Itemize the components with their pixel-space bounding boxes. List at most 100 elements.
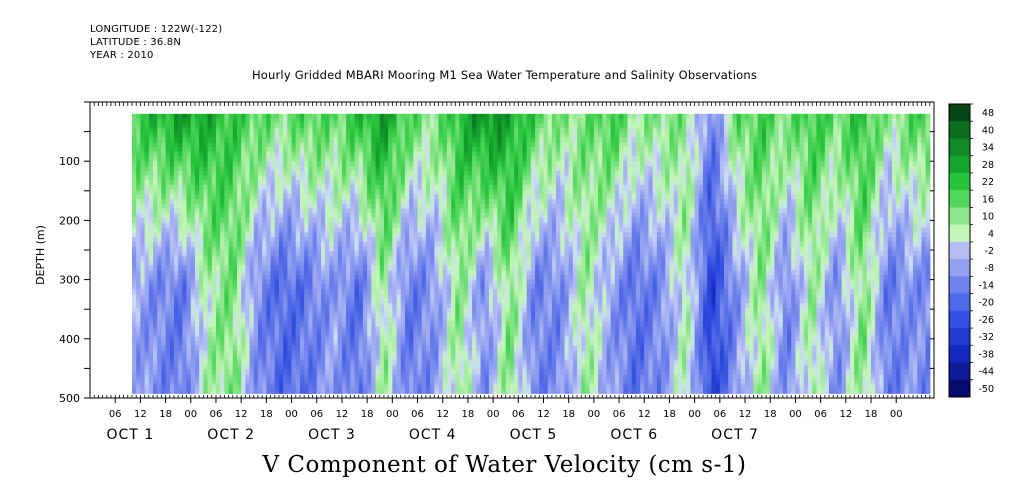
heatmap-cell [304,331,309,338]
heatmap-cell [434,189,440,195]
heatmap-cell [232,312,238,319]
heatmap-cell [169,137,175,143]
heatmap-cell [442,123,448,129]
heatmap-cell [203,312,209,319]
heatmap-cell [308,218,314,224]
heatmap-cell [362,241,368,248]
heatmap-cell [270,255,276,262]
heatmap-cell [136,222,141,229]
heatmap-cell [148,232,154,238]
heatmap-cell [295,303,301,309]
heatmap-cell [283,265,288,271]
heatmap-cell [211,222,217,229]
heatmap-cell [253,142,259,148]
heatmap-cell [266,137,272,143]
heatmap-cell [182,322,188,328]
heatmap-cell [404,132,410,139]
heatmap-cell [283,336,288,342]
heatmap-cell [404,360,410,366]
heatmap-cell [354,388,360,394]
heatmap-cell [417,383,423,390]
heatmap-cell [337,184,343,191]
heatmap-cell [438,128,444,134]
heatmap-cell [278,341,284,347]
heatmap-cell [392,146,398,153]
heatmap-cell [480,379,486,385]
heatmap-cell [274,184,280,191]
heatmap-cell [211,279,217,285]
heatmap-cell [291,137,297,143]
heatmap-cell [333,308,339,314]
heatmap-cell [388,170,393,177]
heatmap-cell [241,270,246,276]
heatmap-cell [136,298,141,304]
heatmap-cell [472,336,477,342]
heatmap-cell [266,388,272,394]
heatmap-cell [388,360,393,366]
heatmap-cell [463,208,469,214]
heatmap-cell [434,289,440,295]
heatmap-cell [404,189,410,195]
heatmap-cell [333,298,339,304]
heatmap-cell [446,241,452,248]
heatmap-cell [266,227,272,233]
heatmap-cell [472,383,477,390]
heatmap-cell [299,128,305,134]
heatmap-cell [152,355,158,361]
heatmap-cell [430,260,435,266]
heatmap-cell [396,199,402,205]
heatmap-cell [161,388,167,394]
heatmap-cell [358,374,364,380]
heatmap-cell [375,369,381,375]
heatmap-cell [320,293,326,300]
heatmap-cell [438,255,444,262]
heatmap-cell [131,279,137,285]
heatmap-cell [463,374,469,380]
heatmap-cell [333,303,339,309]
heatmap-cell [253,236,259,243]
heatmap-cell [320,222,326,229]
heatmap-cell [480,355,486,361]
heatmap-cell [463,265,469,271]
heatmap-cell [257,312,263,319]
heatmap-cell [186,284,192,290]
heatmap-cell [379,199,385,205]
heatmap-cell [480,222,486,229]
heatmap-cell [325,383,330,390]
heatmap-cell [425,270,431,276]
heatmap-cell [434,123,440,129]
heatmap-cell [417,312,423,319]
heatmap-cell [459,341,465,347]
heatmap-cell [455,374,461,380]
heatmap-cell [446,260,452,266]
heatmap-cell [438,203,444,210]
heatmap-cell [383,208,389,214]
heatmap-cell [379,146,385,153]
heatmap-cell [161,289,167,295]
heatmap-cell [392,165,398,172]
heatmap-cell [211,251,217,257]
heatmap-cell [236,118,242,124]
heatmap-cell [131,170,137,177]
heatmap-cell [446,336,452,342]
heatmap-cell [245,303,251,309]
heatmap-cell [379,165,385,172]
heatmap-cell [178,246,183,252]
heatmap-cell [459,326,465,333]
heatmap-cell [438,123,444,129]
heatmap-cell [207,388,213,394]
heatmap-cell [257,208,263,214]
heatmap-cell [295,369,301,375]
heatmap-cell [136,388,141,394]
heatmap-cell [430,236,435,243]
heatmap-cell [270,222,276,229]
heatmap-cell [438,388,444,394]
heatmap-cell [358,360,364,366]
heatmap-cell [215,326,221,333]
heatmap-cell [446,379,452,385]
heatmap-cell [413,123,419,129]
heatmap-cell [476,146,482,153]
heatmap-cell [178,208,183,214]
heatmap-cell [358,355,364,361]
heatmap-cell [362,184,368,191]
